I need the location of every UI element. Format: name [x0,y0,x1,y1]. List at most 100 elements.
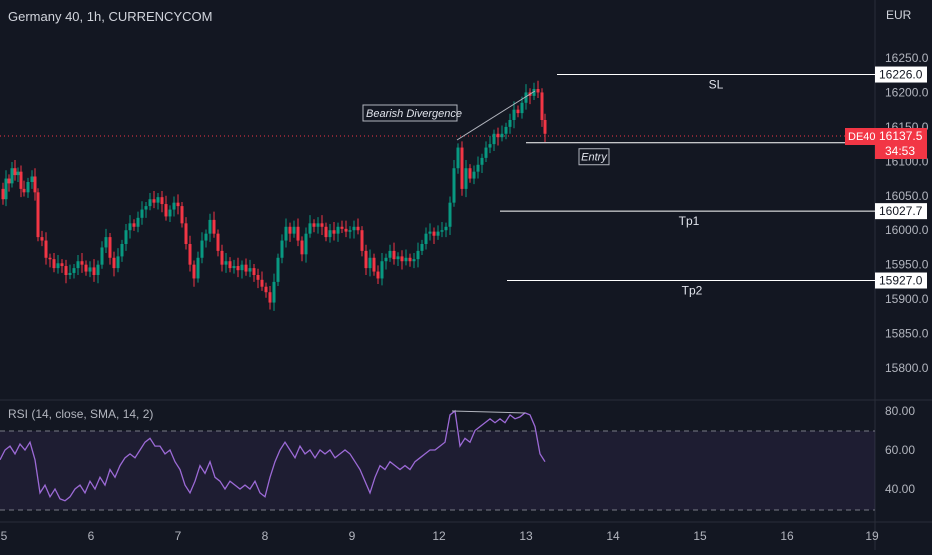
candle-body [356,226,360,231]
level-price-label: 15927.0 [879,274,923,288]
candle-body [516,109,520,114]
symbol-title[interactable]: Germany 40, 1h, CURRENCYCOM [8,9,212,24]
candle-body [396,256,400,260]
rsi-tick-label: 40.00 [885,482,915,496]
candle-body [468,168,472,179]
candle-body [380,261,384,279]
candle-body [460,147,464,189]
currency-label: EUR [886,8,912,22]
price-tick-label: 16200.0 [885,85,929,99]
candle-body [144,206,148,210]
bearish-divergence-box[interactable] [362,104,458,122]
candle-body [48,257,52,260]
candles-group [1,80,547,311]
candle-body [236,266,240,271]
candle-body [368,257,372,269]
candle-body [340,226,344,229]
candle-body [72,268,76,273]
candle-body [136,217,140,227]
candle-body [320,223,324,227]
candle-body [292,226,296,234]
rsi-divergence-trendline[interactable] [451,410,526,414]
candle-body [512,109,516,120]
candle-body [252,268,256,275]
candle-body [248,268,252,272]
candle-body [532,89,536,96]
candle-body [10,168,14,184]
candle-body [36,192,40,238]
candle-body [336,226,340,234]
rsi-axis-ticks: 80.00 60.00 40.00 [885,404,915,496]
rsi-tick-label: 80.00 [885,404,915,418]
candle-body [464,168,468,189]
rsi-line [0,409,546,502]
candle-body [384,257,388,262]
candle-body [104,237,108,248]
candle-body [19,171,23,189]
candle-body [26,182,30,193]
candle-body [160,197,164,205]
price-tick-label: 16250.0 [885,51,929,65]
current-price-label: 16137.5 [879,129,923,143]
candle-body [152,199,156,203]
candle-body [76,261,80,269]
entry-label-box [578,148,610,166]
countdown-label: 34:53 [885,144,915,158]
price-tick-label: 15950.0 [885,258,929,272]
level-price-badge [875,272,927,289]
time-tick-label: 6 [88,529,95,543]
candle-body [492,133,496,145]
time-tick-label: 13 [519,529,533,543]
rsi-indicator-label[interactable]: RSI (14, close, SMA, 14, 2) [8,407,153,421]
candle-body [224,261,228,265]
candle-body [184,223,188,244]
candle-body [1,188,5,200]
candle-body [488,144,492,148]
candle-body [543,120,547,134]
candle-body [300,240,304,255]
candle-body [100,247,104,265]
candle-body [168,209,172,217]
divergence-trendline[interactable] [456,90,536,141]
price-tick-label: 16000.0 [885,223,929,237]
candle-body [408,257,412,262]
candle-body [312,223,316,227]
candle-body [164,204,168,217]
candle-body [448,202,452,227]
price-tick-label: 15900.0 [885,292,929,306]
candle-body [116,256,120,269]
time-tick-label: 19 [865,529,879,543]
candle-body [496,133,500,138]
level-price-badge [875,66,927,83]
candle-body [388,250,392,258]
bearish-divergence-label: Bearish Divergence [366,108,462,120]
candle-body [536,89,540,93]
time-tick-label: 12 [432,529,446,543]
candle-body [480,157,484,165]
candle-body [372,257,376,272]
time-tick-label: 15 [693,529,707,543]
candle-body [204,233,208,241]
candle-body [88,267,92,272]
candle-body [304,233,308,255]
candle-body [520,102,524,114]
candle-body [84,264,88,272]
candle-body [392,250,396,260]
rsi-tick-label: 60.00 [885,443,915,457]
price-tick-label: 16050.0 [885,189,929,203]
candle-body [7,178,11,184]
candle-body [268,292,272,303]
current-price-badge [875,128,927,159]
candle-body [288,226,292,234]
candle-body [208,219,212,234]
rsi-band-fill [0,431,875,510]
candle-body [432,231,436,236]
candle-body [360,230,364,251]
candle-body [456,147,460,169]
candle-body [52,259,56,269]
candle-body [108,237,112,258]
candle-body [112,257,116,269]
